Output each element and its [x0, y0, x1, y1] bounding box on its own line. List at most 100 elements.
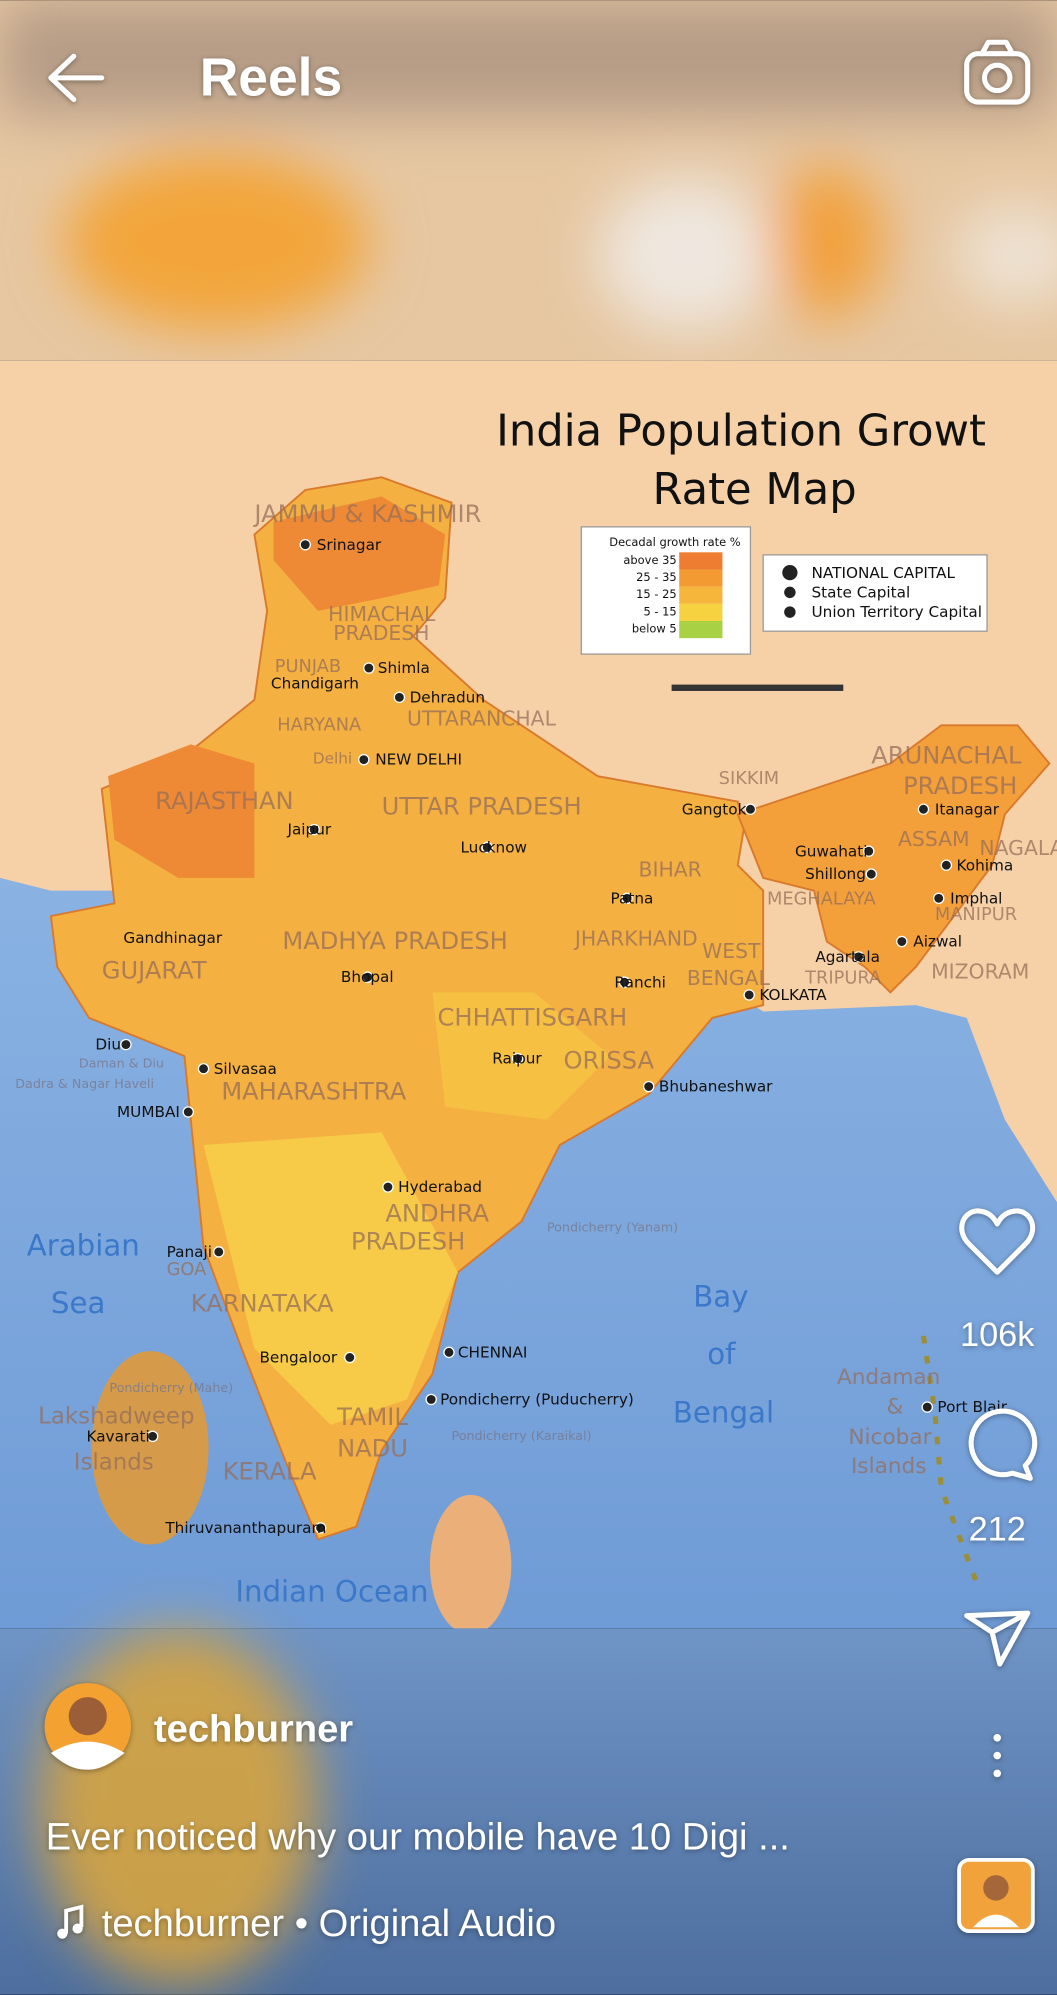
- share-button[interactable]: [964, 1610, 1031, 1667]
- city-label: Kavarati: [86, 1427, 149, 1445]
- symbol-icon: [784, 586, 796, 599]
- symbol-label: State Capital: [812, 583, 911, 601]
- water-label: Sea: [51, 1286, 106, 1320]
- map-title: India Population Growt: [496, 406, 986, 456]
- more-button[interactable]: [993, 1733, 1002, 1778]
- city-label: Bhubaneshwar: [659, 1078, 773, 1096]
- city-label: Bhopal: [341, 968, 394, 986]
- city-label: Agartala: [815, 948, 880, 966]
- user-avatar[interactable]: [44, 1683, 132, 1770]
- region-label: JHARKHAND: [573, 926, 698, 950]
- region-label: PRADESH: [903, 772, 1017, 800]
- city-marker: [382, 1181, 394, 1193]
- legend-label: below 5: [632, 621, 677, 635]
- city-marker: [361, 971, 374, 983]
- audio-thumbnail[interactable]: [957, 1857, 1035, 1934]
- region-label: GOA: [167, 1259, 207, 1280]
- city-label: Itanagar: [935, 800, 1000, 818]
- city-marker: [921, 1401, 933, 1413]
- audio-label[interactable]: techburner • Original Audio: [102, 1902, 556, 1945]
- region-label: MANIPUR: [935, 904, 1017, 925]
- region-label: MADHYA PRADESH: [282, 927, 507, 955]
- region-label: NAGALAND: [979, 836, 1057, 860]
- region-label: KARNATAKA: [191, 1290, 334, 1318]
- legend-swatch: [679, 620, 723, 639]
- city-label: Aizwal: [913, 933, 962, 951]
- city-marker: [308, 823, 320, 836]
- city-label: Shimla: [378, 659, 430, 677]
- city-label: Gangtok: [682, 800, 747, 818]
- city-label: Raipur: [492, 1050, 542, 1068]
- username[interactable]: techburner: [154, 1708, 353, 1751]
- blurred-background-top: [0, 0, 1057, 361]
- legend-label: 15 - 25: [636, 587, 677, 601]
- region-label: PRADESH: [351, 1227, 465, 1255]
- city-marker: [481, 841, 493, 854]
- symbol-icon: [784, 606, 796, 618]
- city-marker: [621, 892, 633, 905]
- region-label: TRIPURA: [804, 968, 882, 989]
- region-label: RAJASTHAN: [155, 787, 293, 815]
- map-image: India Population Growt Rate Map Decadal …: [0, 360, 1057, 1629]
- blurred-background-bottom: [0, 1628, 1057, 1995]
- region-label: HIMACHAL: [328, 602, 436, 626]
- city-label: Pondicherry (Mahe): [109, 1380, 233, 1395]
- city-marker: [393, 691, 406, 704]
- city-label: Bengaloor: [259, 1349, 337, 1367]
- city-marker: [940, 859, 953, 871]
- city-marker: [852, 951, 865, 963]
- city-marker: [120, 1038, 132, 1051]
- like-button[interactable]: [959, 1208, 1036, 1275]
- comment-button[interactable]: [968, 1408, 1038, 1481]
- city-marker: [358, 753, 370, 766]
- city-label: Hyderabad: [398, 1178, 482, 1196]
- city-marker: [197, 1063, 210, 1075]
- music-icon-dot: [57, 1928, 68, 1939]
- city-label: Guwahati: [795, 842, 868, 860]
- region-label: BENGAL: [687, 966, 771, 990]
- map-title: Rate Map: [653, 465, 857, 515]
- city-label: Kohima: [957, 856, 1014, 874]
- city-marker: [425, 1393, 437, 1406]
- region-label: Andaman: [837, 1365, 940, 1390]
- region-label: ORISSA: [563, 1047, 654, 1075]
- city-label: Shillong: [805, 865, 866, 883]
- region-label: Islands: [74, 1449, 154, 1475]
- legend-label: 5 - 15: [643, 604, 676, 618]
- region-label: NADU: [337, 1435, 408, 1463]
- city-label: NEW DELHI: [375, 751, 462, 769]
- city-marker: [344, 1351, 356, 1364]
- region-label: HARYANA: [277, 714, 362, 735]
- region-label: UTTAR PRADESH: [382, 792, 582, 820]
- legend-swatch: [679, 569, 723, 587]
- city-label: Daman & Diu: [79, 1055, 164, 1070]
- caption[interactable]: Ever noticed why our mobile have 10 Digi…: [46, 1816, 790, 1859]
- city-marker: [917, 803, 930, 815]
- city-marker: [182, 1106, 194, 1118]
- region-label: JAMMU & KASHMIR: [252, 500, 481, 528]
- city-label: Imphal: [950, 889, 1002, 907]
- back-button[interactable]: [48, 53, 105, 103]
- city-label: Pondicherry (Puducherry): [440, 1391, 634, 1409]
- city-marker: [744, 803, 757, 815]
- comment-count: 212: [969, 1511, 1026, 1549]
- city-label: CHENNAI: [458, 1343, 528, 1361]
- water-label: of: [707, 1337, 736, 1371]
- region-label: &: [887, 1394, 904, 1419]
- city-label: Thiruvananthapuram: [164, 1519, 326, 1537]
- region-label: GUJARAT: [102, 956, 207, 984]
- city-marker: [618, 976, 631, 988]
- legend-title: Decadal growth rate %: [609, 535, 741, 549]
- camera-button[interactable]: [964, 39, 1031, 105]
- city-label: Dadra & Nagar Haveli: [15, 1076, 154, 1091]
- symbol-label: NATIONAL CAPITAL: [812, 564, 956, 582]
- region-label: Lakshadweep: [38, 1404, 194, 1430]
- city-marker: [363, 662, 375, 674]
- city-marker: [743, 989, 755, 1001]
- region-label: MAHARASHTRA: [221, 1077, 406, 1105]
- like-count: 106k: [960, 1316, 1035, 1354]
- city-marker: [314, 1522, 327, 1534]
- city-label: Panaji: [167, 1243, 212, 1261]
- region-label: SIKKIM: [719, 768, 780, 789]
